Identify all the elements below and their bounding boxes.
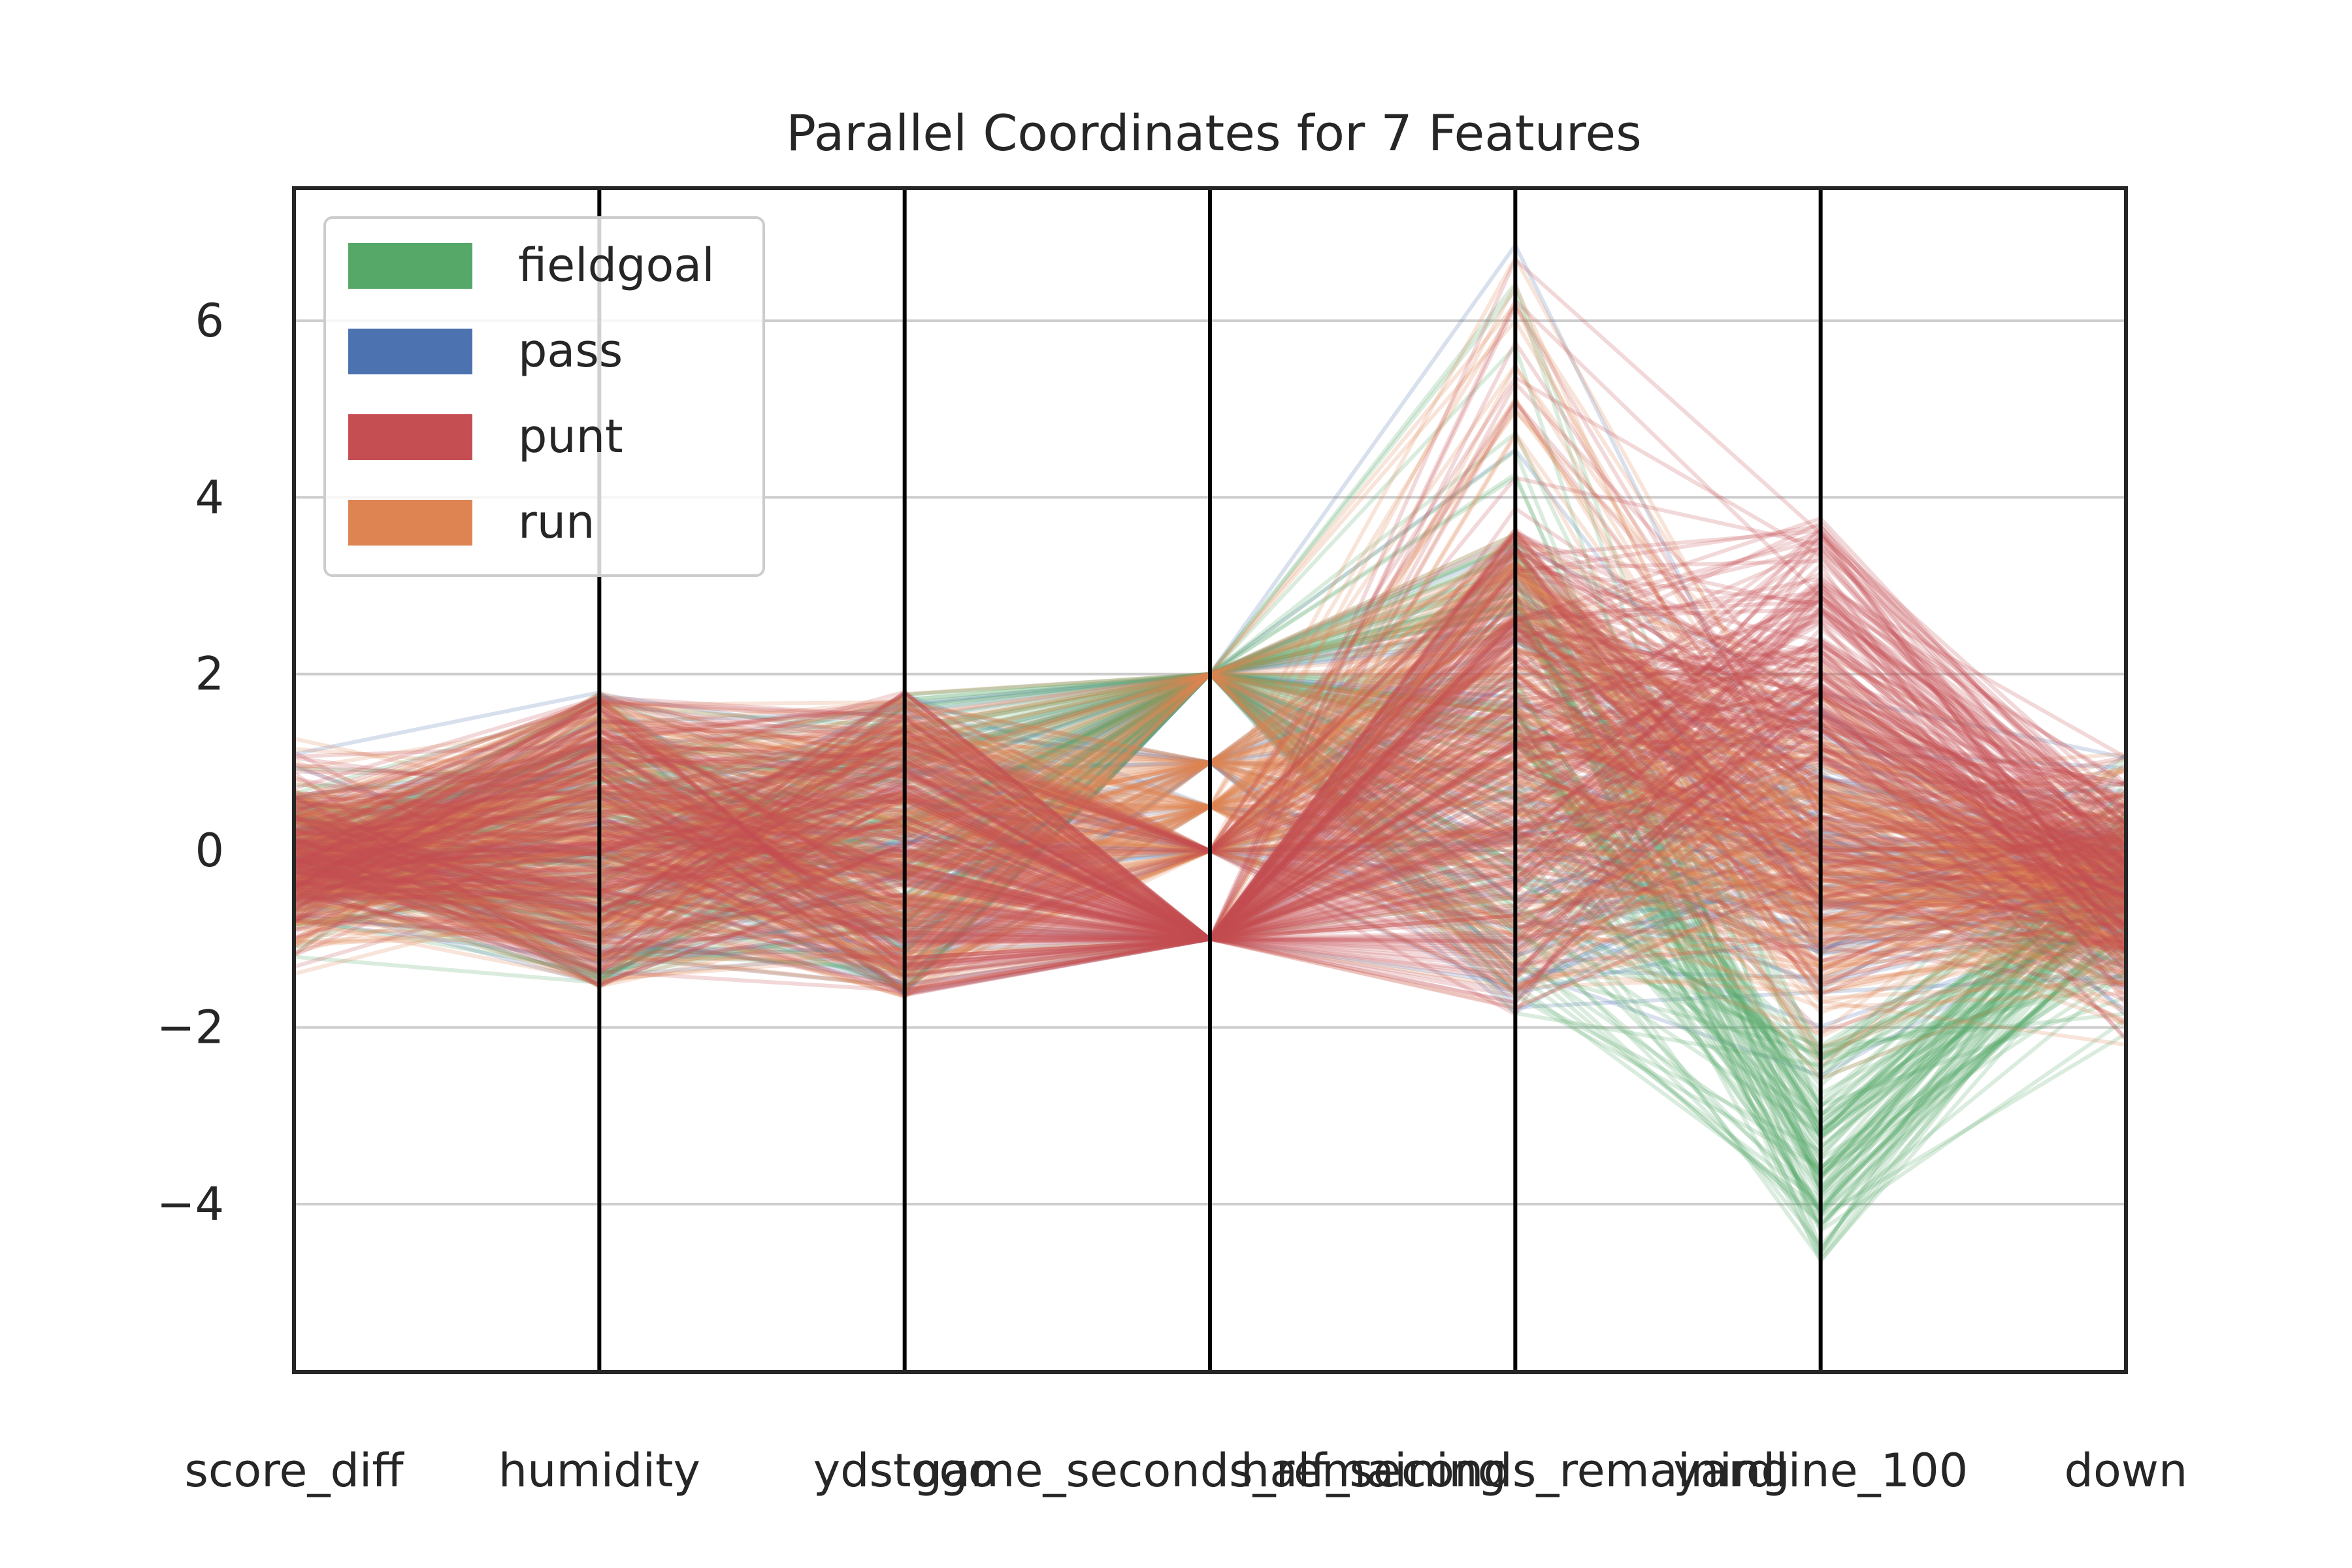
legend-box (323, 216, 765, 577)
x-tick-label: half_seconds_remaining (1241, 1444, 1790, 1497)
y-tick-label: 2 (195, 647, 224, 701)
x-tick-label: down (2065, 1444, 2188, 1497)
legend-label-fieldgoal: fieldgoal (518, 238, 715, 292)
x-tick-label: humidity (498, 1444, 700, 1497)
legend-swatch-fieldgoal (348, 243, 472, 289)
y-tick-label: −2 (157, 1001, 224, 1054)
legend-label-pass: pass (518, 324, 623, 378)
y-tick-labels: −4 −2 0 2 4 6 (157, 294, 224, 1231)
x-tick-label: yardline_100 (1673, 1444, 1968, 1497)
legend-swatch-run (348, 500, 472, 546)
x-tick-label: ydstogo (813, 1444, 996, 1497)
x-tick-labels: score_diff humidity ydstogogame_seconds_re… (184, 1444, 2187, 1497)
y-tick-label: 4 (195, 470, 224, 524)
x-tick-label: score_diff (184, 1444, 404, 1497)
y-tick-label: −4 (157, 1177, 224, 1231)
legend: fieldgoal pass punt run (323, 216, 765, 577)
y-tick-label: 0 (195, 824, 224, 877)
legend-swatch-punt (348, 414, 472, 460)
plot-frame (292, 186, 2128, 1374)
legend-swatch-pass (348, 329, 472, 374)
y-tick-label: 6 (195, 294, 224, 348)
legend-label-run: run (518, 495, 595, 549)
legend-label-punt: punt (518, 410, 623, 463)
chart-title: Parallel Coordinates for 7 Features (786, 104, 1641, 162)
x-tick-label: game_seconds_remaining (913, 1444, 1507, 1497)
